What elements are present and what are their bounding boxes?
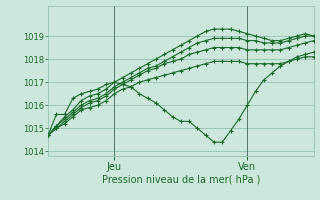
X-axis label: Pression niveau de la mer( hPa ): Pression niveau de la mer( hPa ): [102, 174, 260, 184]
